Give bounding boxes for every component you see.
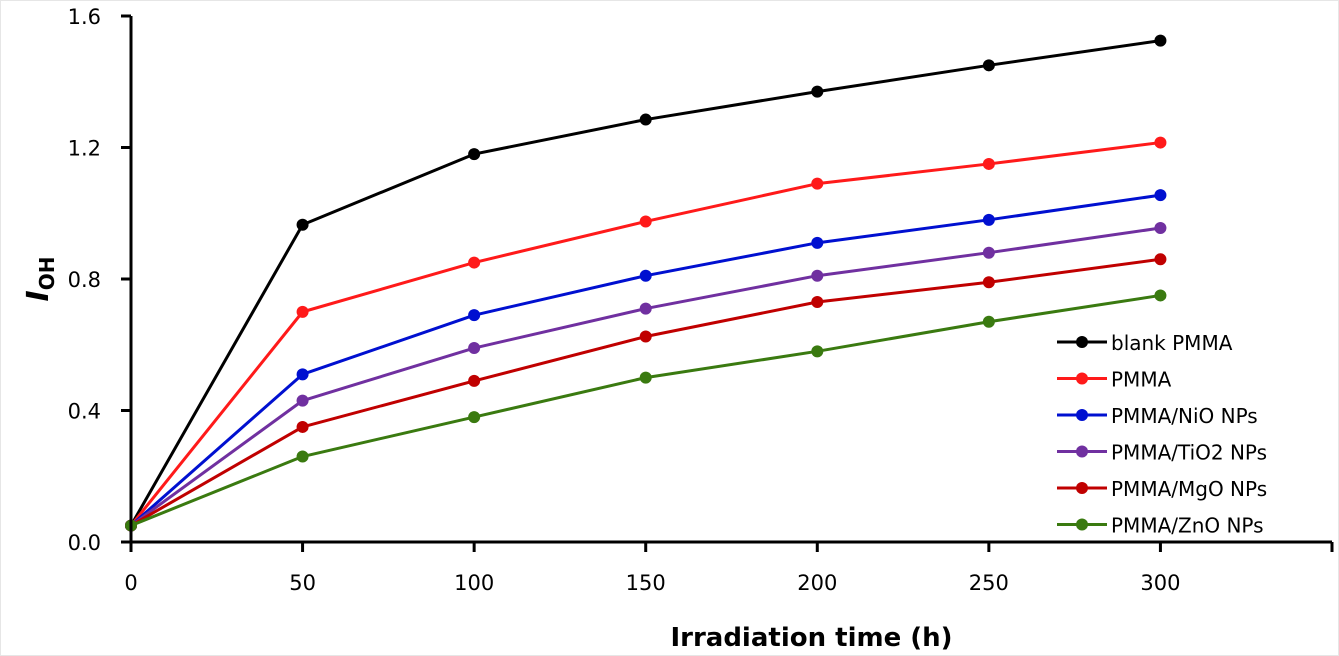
data-point: [639, 302, 652, 315]
x-tick-label: 50: [289, 571, 316, 595]
x-axis-title: Irradiation time (h): [670, 623, 952, 653]
series-line: [129, 39, 1161, 527]
x-tick-label: 200: [797, 571, 837, 595]
data-point: [296, 394, 309, 407]
y-axis-title: IOH: [21, 257, 59, 302]
data-point: [982, 315, 995, 328]
data-point: [811, 177, 824, 190]
legend-label: PMMA/NiO NPs: [1111, 404, 1258, 428]
data-point: [982, 213, 995, 226]
series-pmma-zno-nps: [125, 289, 1167, 532]
x-tick-label: 300: [1140, 571, 1180, 595]
data-point: [982, 276, 995, 289]
data-point: [1154, 289, 1167, 302]
data-point: [468, 342, 481, 355]
legend-marker: [1076, 482, 1088, 494]
axes: 0.0 0.4 0.8 1.2 1.6 0 50 100 150 200 250 300: [68, 5, 1334, 595]
legend-item: PMMA/TiO2 NPs: [1057, 441, 1267, 465]
data-point: [811, 269, 824, 282]
legend-label: PMMA/MgO NPs: [1111, 477, 1267, 501]
data-point: [982, 59, 995, 72]
legend-item: PMMA/MgO NPs: [1057, 477, 1267, 501]
legend-item: PMMA/NiO NPs: [1057, 404, 1258, 428]
legend-label: blank PMMA: [1111, 331, 1233, 355]
data-point: [639, 330, 652, 343]
data-point: [639, 113, 652, 126]
legend-label: PMMA: [1111, 368, 1172, 392]
legend-marker: [1076, 445, 1088, 458]
data-point: [1154, 189, 1167, 202]
y-axis-title-subscript: OH: [35, 257, 59, 291]
legend-item: PMMA: [1057, 368, 1172, 392]
data-point: [468, 309, 481, 322]
data-point: [1154, 253, 1167, 266]
svg-text:IOH: IOH: [21, 257, 59, 302]
data-point: [811, 236, 824, 249]
data-point: [296, 368, 309, 381]
data-point: [1154, 222, 1167, 235]
series-line: [130, 293, 1161, 527]
data-point: [468, 374, 481, 387]
legend-item: blank PMMA: [1057, 331, 1233, 355]
y-tick-label: 0.4: [68, 400, 101, 424]
x-tick-label: 250: [969, 571, 1009, 595]
data-point: [982, 246, 995, 259]
legend-label: PMMA/ZnO NPs: [1111, 514, 1264, 538]
data-point: [468, 256, 481, 269]
series-line: [130, 257, 1161, 527]
legend-marker: [1076, 372, 1088, 385]
data-point: [811, 345, 824, 358]
legend-marker: [1076, 518, 1088, 531]
data-point: [1154, 34, 1167, 47]
series-pmma-nio-nps: [125, 189, 1167, 532]
series-pmma: [125, 136, 1167, 532]
data-point: [1154, 136, 1167, 149]
data-point: [982, 157, 995, 170]
data-point: [296, 450, 309, 463]
data-point: [811, 85, 824, 98]
legend: blank PMMA PMMA PMMA/NiO NPs PMMA/TiO2 NPs P…: [1057, 331, 1267, 538]
y-tick-label: 1.2: [68, 137, 101, 161]
data-point: [811, 296, 824, 309]
y-tick-label: 1.6: [68, 5, 101, 29]
series-blank-pmma: [125, 34, 1167, 532]
data-point: [296, 218, 309, 231]
data-point: [639, 269, 652, 282]
legend-label: PMMA/TiO2 NPs: [1111, 441, 1267, 465]
y-tick-label: 0.8: [68, 268, 101, 292]
y-axis-title-main: I: [21, 290, 56, 301]
data-point: [468, 411, 481, 424]
series-layer: [125, 34, 1167, 532]
data-point: [468, 148, 481, 161]
data-point: [639, 215, 652, 228]
legend-marker: [1076, 336, 1088, 348]
x-tick-label: 100: [454, 571, 494, 595]
series-line: [130, 193, 1161, 527]
data-point: [639, 371, 652, 384]
y-ticks: 0.0 0.4 0.8 1.2 1.6: [68, 5, 131, 555]
legend-item: PMMA/ZnO NPs: [1057, 514, 1264, 538]
data-point: [296, 305, 309, 318]
x-tick-label: 0: [124, 571, 137, 595]
y-tick-label: 0.0: [68, 531, 101, 555]
data-point: [296, 420, 309, 433]
legend-marker: [1076, 409, 1088, 421]
x-ticks: 0 50 100 150 200 250 300: [124, 542, 1334, 595]
x-tick-label: 150: [626, 571, 666, 595]
